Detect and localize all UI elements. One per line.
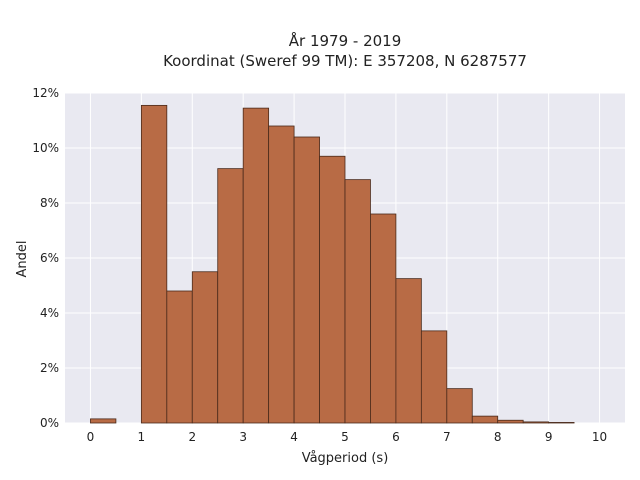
- y-tick-label-1: 2%: [40, 361, 59, 375]
- bar-9: [319, 155, 346, 424]
- chart-title-line-1: År 1979 - 2019: [289, 31, 402, 50]
- bar-10: [344, 179, 371, 424]
- bar-13: [420, 330, 448, 424]
- bar-7: [268, 125, 295, 424]
- x-axis-ticks: 0 1 2 3 4 5 6 7 8 9 10: [87, 430, 608, 444]
- y-tick-label-4: 8%: [40, 196, 59, 210]
- bar-8: [293, 136, 320, 424]
- y-tick-label-5: 10%: [32, 141, 59, 155]
- bar-12: [395, 278, 422, 424]
- x-tick-label-3: 3: [239, 430, 247, 444]
- bar-4: [191, 271, 219, 424]
- y-axis-label: Andel: [15, 241, 30, 278]
- y-tick-label-0: 0%: [40, 416, 59, 430]
- x-tick-label-7: 7: [443, 430, 451, 444]
- x-tick-label-8: 8: [494, 430, 502, 444]
- bar-3: [166, 290, 193, 424]
- y-axis-ticks: 0% 2% 4% 6% 8% 10% 12%: [32, 86, 59, 430]
- x-axis-label: Vågperiod (s): [302, 451, 389, 466]
- bar-0: [90, 418, 117, 424]
- bar-15: [471, 415, 499, 424]
- bar-2: [140, 104, 168, 424]
- bars: [90, 104, 575, 424]
- y-tick-label-2: 4%: [40, 306, 59, 320]
- bar-16: [497, 419, 524, 424]
- x-tick-label-6: 6: [392, 430, 400, 444]
- bar-6: [242, 107, 270, 424]
- y-tick-label-3: 6%: [40, 251, 59, 265]
- bar-17: [522, 421, 550, 424]
- bar-18: [548, 422, 575, 424]
- x-tick-label-10: 10: [592, 430, 607, 444]
- x-tick-label-2: 2: [188, 430, 196, 444]
- bar-14: [446, 388, 473, 424]
- chart-title-line-2: Koordinat (Sweref 99 TM): E 357208, N 62…: [163, 52, 527, 70]
- x-tick-label-5: 5: [341, 430, 349, 444]
- bar-5: [217, 168, 244, 424]
- x-tick-label-1: 1: [138, 430, 146, 444]
- y-tick-label-6: 12%: [32, 86, 59, 100]
- x-tick-label-0: 0: [87, 430, 95, 444]
- bar-11: [370, 213, 397, 424]
- x-tick-label-4: 4: [290, 430, 298, 444]
- x-tick-label-9: 9: [545, 430, 553, 444]
